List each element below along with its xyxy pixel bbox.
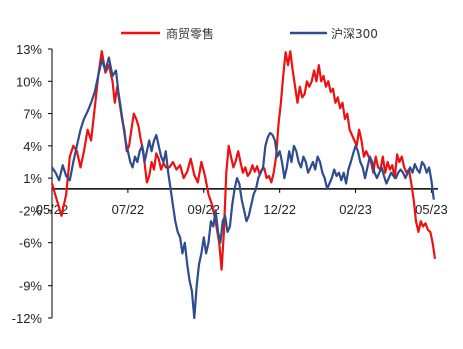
series-line-retail [50, 50, 437, 271]
y-tick-label: 4% [23, 139, 42, 154]
y-tick-label: 13% [16, 42, 42, 57]
x-tick-label: 07/22 [112, 202, 145, 217]
y-tick-label: 10% [16, 74, 42, 89]
x-tick-label: 05/23 [415, 202, 448, 217]
series-line-csi300 [51, 56, 435, 320]
y-tick-label: -6% [19, 236, 43, 251]
y-tick-label: -2% [19, 203, 43, 218]
y-tick-label: 1% [23, 171, 42, 186]
x-tick-label: 02/23 [339, 202, 372, 217]
y-tick-label: -9% [19, 279, 43, 294]
legend: 商贸零售 沪深300 [121, 26, 378, 41]
series-group [50, 50, 437, 320]
legend-label-retail: 商贸零售 [166, 26, 214, 41]
x-tick-label: 12/22 [263, 202, 296, 217]
y-tick-label: -12% [12, 311, 43, 326]
y-tick-label: 7% [23, 107, 42, 122]
legend-label-csi300: 沪深300 [331, 27, 378, 41]
y-axis: 13% 10% 7% 4% 1% -2% -6% -9% -12% [12, 42, 53, 326]
